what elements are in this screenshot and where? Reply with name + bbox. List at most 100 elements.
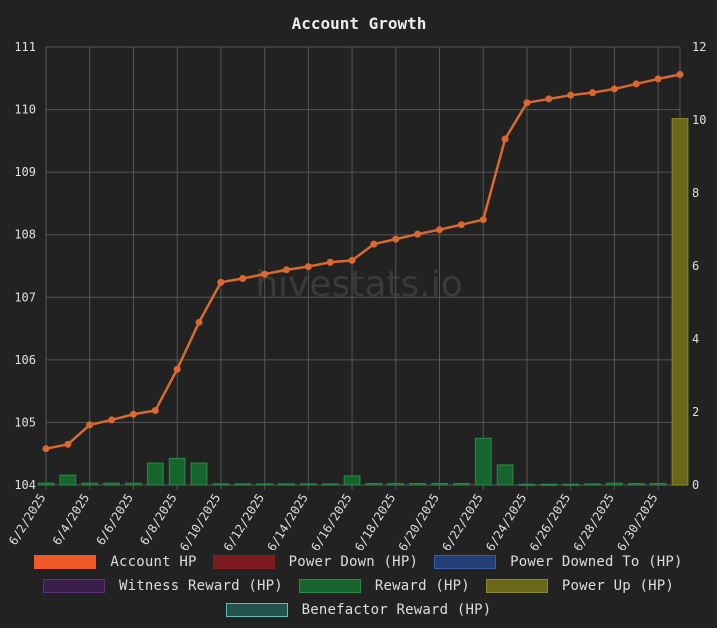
account-hp-point (545, 95, 553, 103)
x-tick-label: 6/8/2025 (137, 491, 180, 547)
bar-reward-hp (256, 483, 273, 486)
account-hp-point (348, 256, 356, 264)
legend-label: Benefactor Reward (HP) (301, 602, 492, 618)
legend-label: Reward (HP) (374, 578, 470, 594)
account-hp-point (370, 240, 378, 248)
legend: Account HP Power Down (HP) Power Downed … (0, 550, 717, 622)
legend-swatch (298, 579, 361, 593)
account-hp-point (523, 99, 531, 107)
x-tick-label: 6/4/2025 (50, 491, 93, 547)
bar-reward-hp (37, 482, 55, 486)
y-left-tick-label: 104 (14, 478, 36, 492)
bar-power-up-hp (671, 118, 689, 486)
legend-item-benefactor-reward[interactable]: Benefactor Reward (HP) (225, 602, 492, 618)
bar-reward-hp (387, 483, 405, 486)
x-tick-label: 6/12/2025 (221, 491, 267, 550)
y-right-tick-label: 4 (692, 332, 699, 346)
account-hp-point (479, 216, 487, 224)
legend-swatch (225, 603, 288, 617)
bar-reward-hp (212, 483, 230, 486)
bar-reward-hp (649, 483, 667, 486)
legend-row-1: Account HP Power Down (HP) Power Downed … (0, 550, 717, 574)
account-hp-point (610, 85, 618, 93)
legend-item-power-up[interactable]: Power Up (HP) (485, 578, 675, 594)
account-hp-point (42, 445, 50, 453)
account-hp-point (567, 91, 575, 99)
account-hp-point (414, 230, 422, 238)
legend-row-2: Witness Reward (HP) Reward (HP) Power Up… (0, 574, 717, 598)
legend-item-witness-reward[interactable]: Witness Reward (HP) (42, 578, 283, 594)
legend-item-account-hp[interactable]: Account HP (34, 554, 196, 570)
bar-reward-hp (125, 482, 142, 486)
x-tick-label: 6/28/2025 (571, 491, 617, 550)
chart-title: Account Growth (292, 14, 427, 33)
account-hp-point (239, 275, 247, 283)
y-right-tick-label: 8 (692, 186, 699, 200)
legend-label: Power Downed To (HP) (510, 554, 683, 570)
y-left-tick-label: 110 (14, 103, 36, 117)
account-hp-point (151, 407, 159, 415)
bar-reward-hp (190, 462, 208, 486)
bar-reward-hp (431, 483, 448, 486)
legend-swatch (485, 579, 548, 593)
bar-reward-hp (453, 483, 470, 486)
legend-swatch (434, 555, 497, 569)
y-left-tick-label: 111 (14, 40, 36, 54)
account-hp-point (261, 270, 269, 278)
account-hp-point (632, 80, 640, 88)
x-tick-label: 6/6/2025 (93, 491, 136, 547)
bar-reward-hp (321, 483, 339, 486)
y-left-tick-label: 107 (14, 290, 36, 304)
legend-swatch (42, 579, 105, 593)
legend-item-reward[interactable]: Reward (HP) (298, 578, 470, 594)
account-hp-point (501, 135, 509, 143)
y-right-tick-label: 6 (692, 259, 699, 273)
account-hp-point (436, 226, 444, 234)
bar-reward-hp (540, 483, 558, 486)
account-hp-point (217, 278, 225, 286)
x-tick-label: 6/14/2025 (265, 491, 311, 550)
account-hp-point (392, 235, 400, 243)
watermark: hivestats.io (255, 264, 463, 305)
legend-swatch (34, 555, 97, 569)
bar-reward-hp (474, 437, 492, 486)
legend-label: Power Up (HP) (561, 578, 675, 594)
y-left-tick-label: 106 (14, 353, 36, 367)
line-series (42, 71, 684, 453)
account-hp-point (108, 416, 116, 424)
bar-reward-hp (146, 462, 164, 486)
account-hp-point (676, 71, 684, 79)
x-tick-label: 6/26/2025 (527, 491, 573, 550)
account-hp-point (129, 410, 137, 418)
account-hp-point (282, 266, 290, 274)
account-hp-point (173, 365, 181, 373)
account-hp-point (86, 421, 94, 429)
y-left-tick-label: 105 (14, 415, 36, 429)
account-hp-point (654, 75, 662, 83)
bar-reward-hp (606, 482, 623, 486)
legend-item-power-downed-to[interactable]: Power Downed To (HP) (434, 554, 683, 570)
bar-reward-hp (584, 483, 601, 486)
bar-reward-hp (103, 482, 120, 486)
bar-series (37, 118, 689, 486)
x-tick-label: 6/2/2025 (6, 491, 49, 547)
bar-reward-hp (409, 483, 427, 486)
legend-label: Account HP (110, 554, 197, 570)
x-tick-label: 6/24/2025 (483, 491, 529, 550)
account-hp-point (589, 89, 597, 97)
y-left-tick-label: 109 (14, 165, 36, 179)
bar-reward-hp (278, 483, 295, 486)
x-tick-label: 6/10/2025 (177, 491, 223, 550)
bar-reward-hp (59, 474, 77, 486)
account-hp-point (457, 221, 465, 229)
bar-reward-hp (496, 464, 514, 486)
bar-reward-hp (343, 475, 361, 486)
bar-reward-hp (518, 483, 536, 486)
bar-reward-hp (299, 483, 317, 486)
legend-row-3: Benefactor Reward (HP) (0, 598, 717, 622)
y-left-tick-label: 108 (14, 228, 36, 242)
account-hp-point (304, 263, 312, 271)
y-right-tick-label: 12 (692, 40, 706, 54)
legend-label: Power Down (HP) (288, 554, 419, 570)
legend-item-power-down[interactable]: Power Down (HP) (212, 554, 419, 570)
